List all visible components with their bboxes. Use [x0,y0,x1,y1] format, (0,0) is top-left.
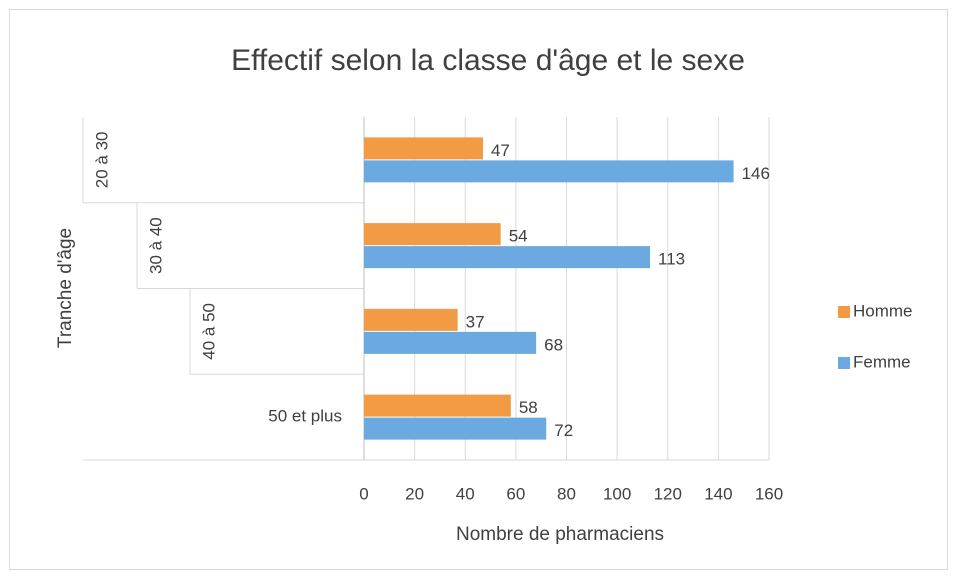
data-label: 113 [658,250,685,269]
bar [364,417,547,440]
x-tick-label: 160 [755,484,783,503]
x-axis-title: Nombre de pharmaciens [456,524,664,545]
legend-label: Homme [853,301,913,320]
x-tick-label: 20 [405,484,424,503]
data-label: 37 [466,312,485,331]
legend-swatch [838,357,850,369]
x-tick-label: 80 [557,484,576,503]
x-tick-label: 100 [603,484,631,503]
y-tick-label: 30 à 40 [146,217,165,274]
bar [364,246,651,269]
y-tick-label: 50 et plus [268,407,342,426]
data-label: 58 [519,398,538,417]
x-tick-label: 120 [654,484,682,503]
data-label: 68 [544,335,563,354]
x-tick-label: 0 [359,484,368,503]
y-tick-label: 40 à 50 [199,303,218,360]
bar [364,160,734,183]
x-tick-label: 60 [506,484,525,503]
chart-border [9,9,948,570]
data-label: 146 [742,164,770,183]
y-axis-title: Tranche d'âge [55,228,76,348]
bar [364,137,483,160]
x-tick-label: 140 [704,484,732,503]
legend-label: Femme [853,352,911,371]
legend-swatch [838,306,850,318]
chart-title: Effectif selon la classe d'âge et le sex… [231,44,745,77]
y-tick-label: 20 à 30 [92,132,111,189]
bar [364,308,458,331]
x-tick-label: 40 [456,484,475,503]
bar [364,223,501,246]
data-label: 72 [554,421,573,440]
bar [364,394,511,417]
data-label: 47 [491,141,510,160]
bar [364,331,537,354]
data-label: 54 [509,227,528,246]
